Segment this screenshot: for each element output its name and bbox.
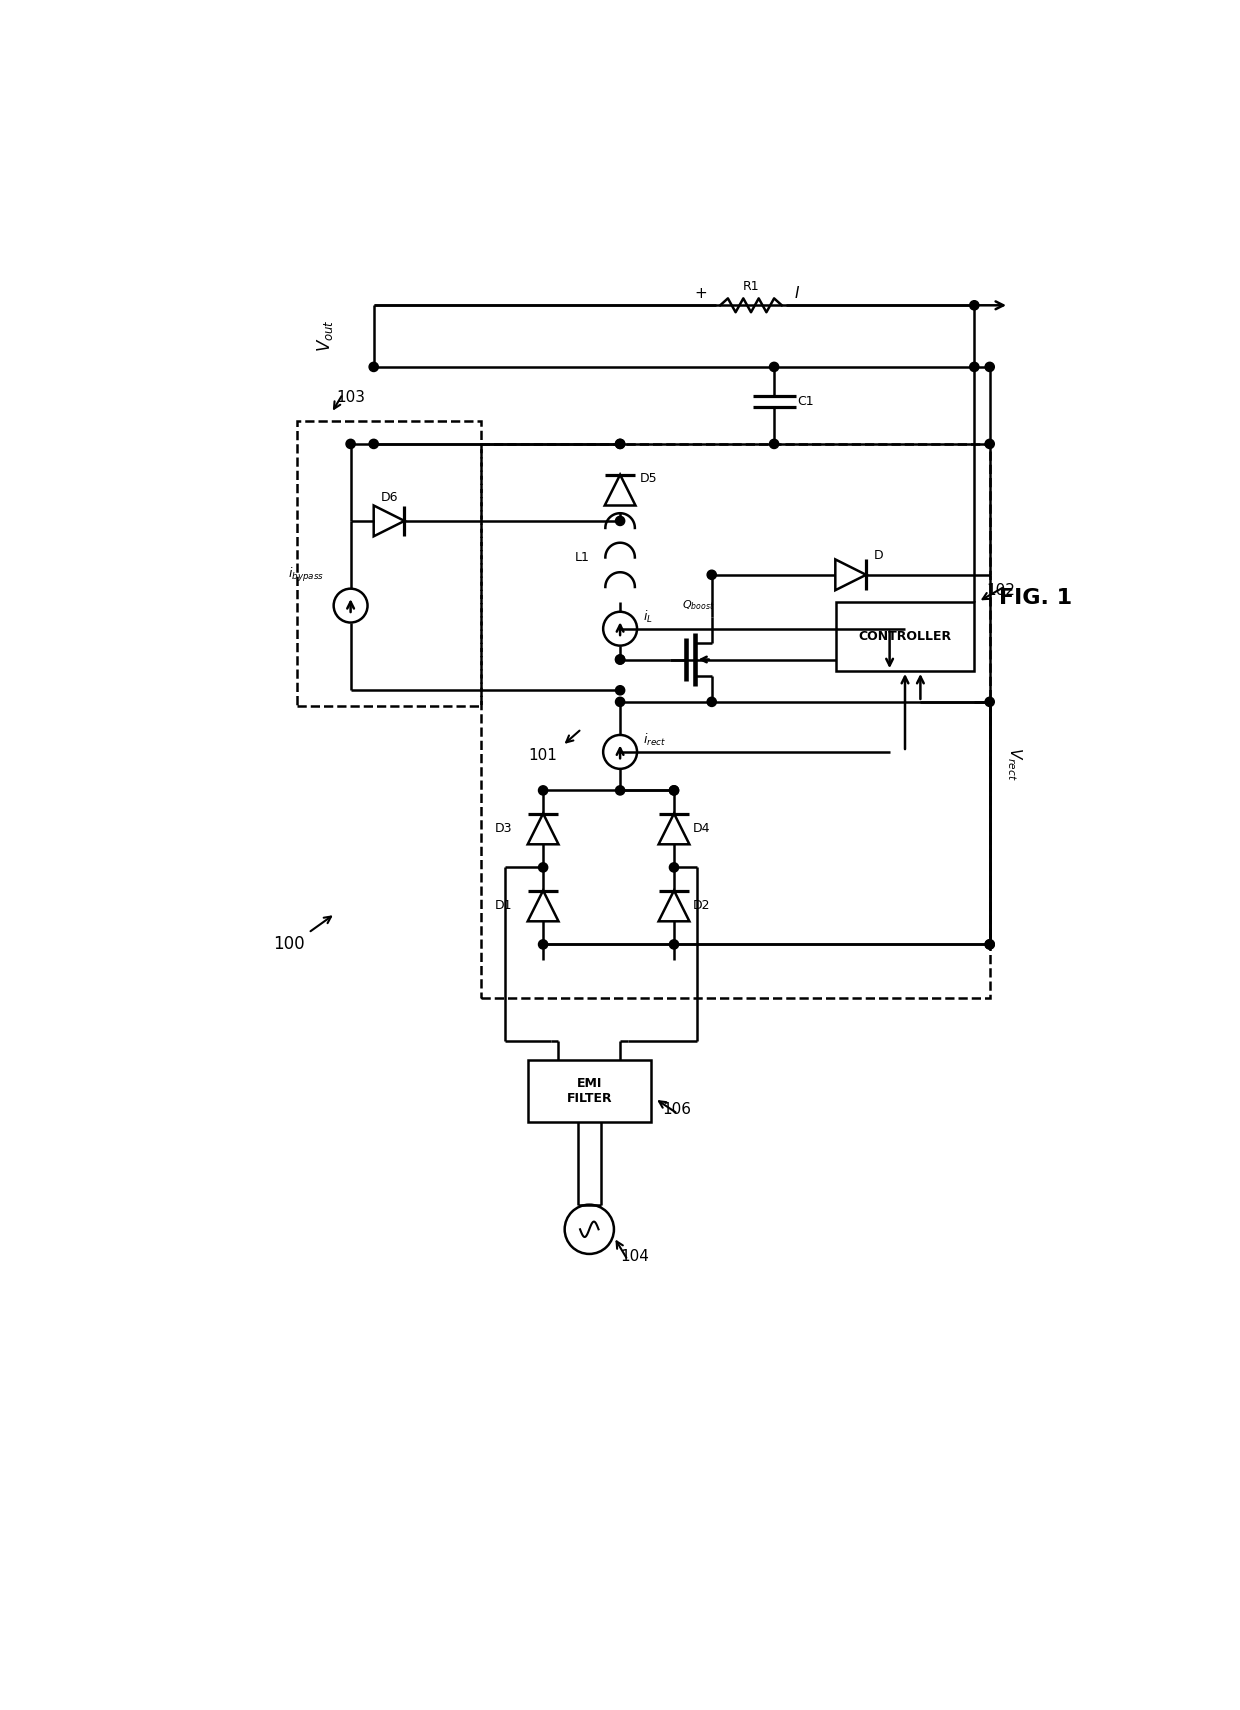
Text: L1: L1 [574,551,589,564]
Circle shape [770,363,779,371]
Circle shape [370,363,378,371]
Text: D6: D6 [381,491,398,504]
Circle shape [615,439,625,448]
Circle shape [615,439,625,448]
Polygon shape [373,506,404,537]
Text: +: + [694,286,707,301]
Circle shape [615,655,625,663]
Circle shape [538,864,548,872]
Text: D4: D4 [693,823,711,836]
Circle shape [370,439,378,448]
Bar [528,1060,651,1122]
Text: CONTROLLER: CONTROLLER [858,629,951,643]
Circle shape [615,686,625,694]
Polygon shape [528,814,558,845]
Text: $V_{rect}$: $V_{rect}$ [1006,747,1024,780]
Text: FIG. 1: FIG. 1 [999,588,1073,607]
Circle shape [707,698,717,706]
Circle shape [615,787,625,795]
Text: D: D [874,549,883,563]
Text: $i_{rect}$: $i_{rect}$ [644,732,666,749]
Text: 102: 102 [986,583,1014,598]
Text: D2: D2 [693,899,711,913]
Text: 100: 100 [273,935,305,954]
Text: $Q_{boost}$: $Q_{boost}$ [682,598,714,612]
Circle shape [346,439,355,448]
Circle shape [985,698,994,706]
Polygon shape [836,559,866,590]
Text: $i_{bypass}$: $i_{bypass}$ [288,566,324,583]
Polygon shape [658,891,689,922]
Text: D5: D5 [640,472,657,486]
Bar [296,421,481,706]
Polygon shape [528,891,558,922]
Circle shape [770,439,779,448]
Circle shape [970,363,978,371]
Circle shape [985,941,994,949]
Circle shape [670,787,678,795]
Text: C1: C1 [797,395,813,409]
Circle shape [538,787,548,795]
Text: D3: D3 [495,823,512,836]
Text: 106: 106 [662,1103,692,1117]
Circle shape [985,439,994,448]
Circle shape [985,363,994,371]
Text: D1: D1 [495,899,512,913]
Text: $i_L$: $i_L$ [644,609,653,626]
Text: $V_{out}$: $V_{out}$ [315,320,335,352]
Circle shape [615,698,625,706]
Text: I: I [795,286,800,301]
Polygon shape [605,475,635,506]
Circle shape [670,864,678,872]
Text: EMI
FILTER: EMI FILTER [567,1077,613,1105]
Polygon shape [658,814,689,845]
Circle shape [615,655,625,663]
Text: R1: R1 [743,279,759,292]
Circle shape [615,516,625,525]
Text: 104: 104 [620,1248,649,1264]
Circle shape [670,787,678,795]
Circle shape [707,569,717,580]
Circle shape [538,941,548,949]
Text: 101: 101 [528,749,558,763]
Text: 103: 103 [336,390,365,405]
Bar [481,445,990,999]
Circle shape [985,941,994,949]
Bar [836,602,975,670]
Circle shape [670,941,678,949]
Circle shape [970,301,978,310]
